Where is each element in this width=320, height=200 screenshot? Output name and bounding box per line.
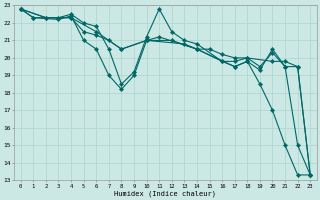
X-axis label: Humidex (Indice chaleur): Humidex (Indice chaleur): [115, 190, 217, 197]
